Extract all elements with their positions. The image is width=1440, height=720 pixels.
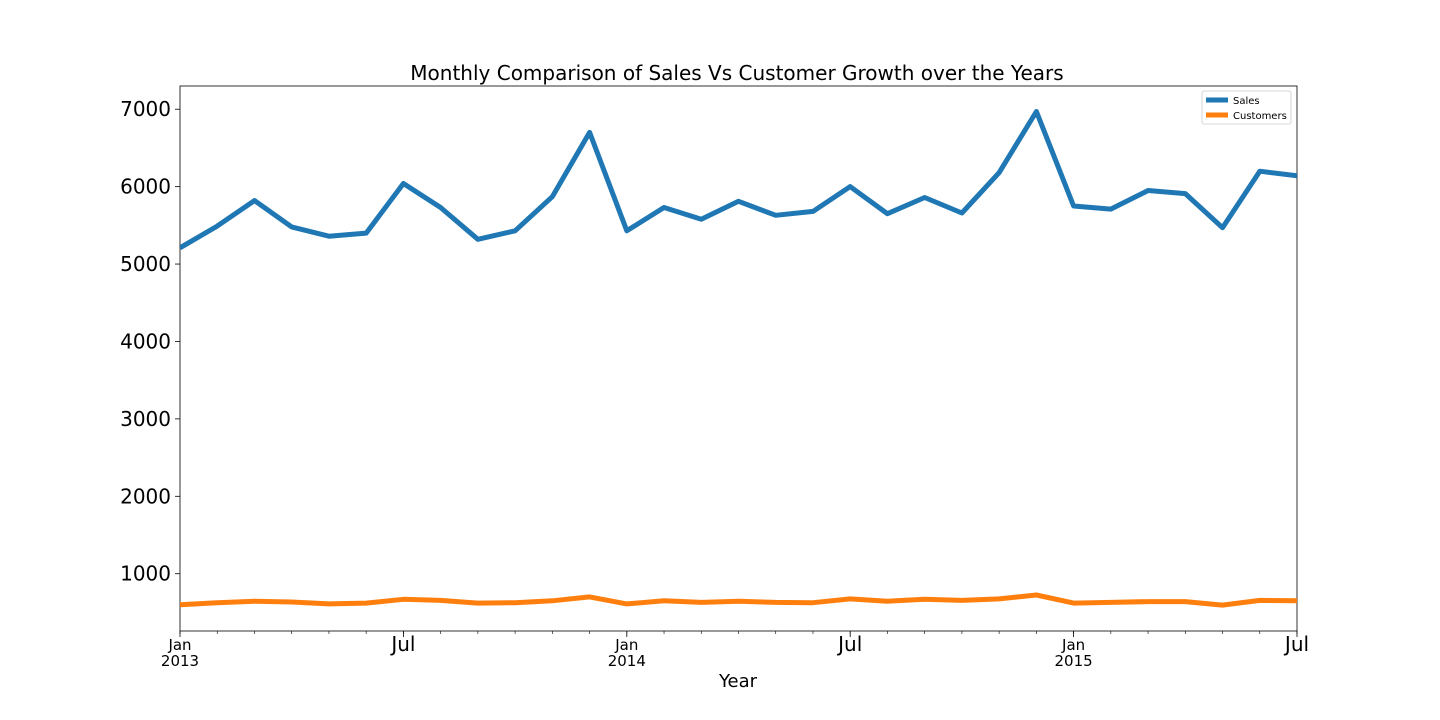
x-tick-label: Jan — [1061, 636, 1085, 654]
x-tick-label: Jul — [389, 632, 415, 656]
x-axis-label: Year — [718, 671, 758, 692]
y-tick-label: 3000 — [120, 407, 171, 431]
y-tick-label: 1000 — [120, 562, 171, 586]
plot-frame — [179, 85, 1298, 632]
x-tick-label: Jul — [1283, 632, 1309, 656]
x-tick-label: Jan — [614, 636, 638, 654]
x-tick-year-label: 2013 — [161, 652, 199, 670]
legend-label-sales: Sales — [1233, 96, 1260, 107]
y-tick-label: 4000 — [120, 329, 171, 353]
y-tick-label: 6000 — [120, 175, 171, 199]
legend-label-customers: Customers — [1233, 111, 1287, 122]
x-tick-year-label: 2014 — [608, 652, 646, 670]
x-tick-year-label: 2015 — [1055, 652, 1093, 670]
series-line-sales — [180, 109, 1297, 250]
y-tick-label: 5000 — [120, 252, 171, 276]
y-tick-label: 2000 — [120, 484, 171, 508]
x-tick-label: Jan — [167, 636, 191, 654]
series-line-customers — [180, 592, 1297, 608]
y-tick-label: 7000 — [120, 97, 171, 121]
x-tick-label: Jul — [836, 632, 862, 656]
chart-title: Monthly Comparison of Sales Vs Customer … — [410, 61, 1063, 85]
